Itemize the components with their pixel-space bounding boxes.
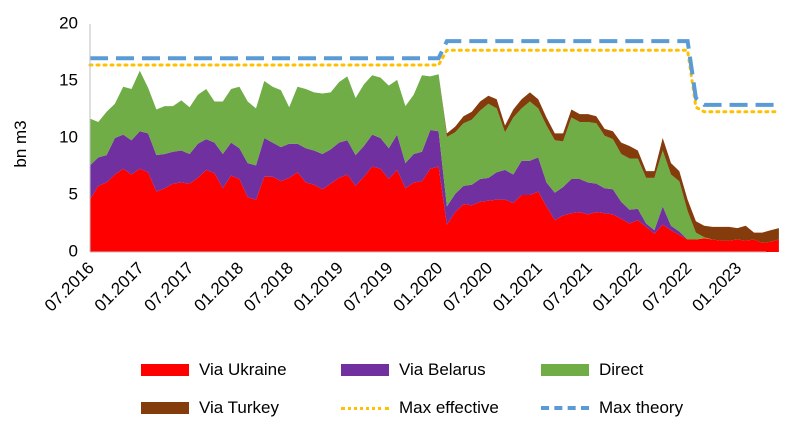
legend-item-via-ukraine: Via Ukraine [141,360,287,380]
legend-item-direct: Direct [541,360,643,380]
x-tick-label: 01.2018 [190,258,247,315]
legend-swatch [141,402,189,414]
y-tick-label: 5 [69,184,78,203]
legend-label: Via Belarus [399,360,486,379]
x-tick-label: 01.2022 [589,258,646,315]
y-tick-label: 0 [69,241,78,260]
legend-label: Via Ukraine [199,360,287,379]
legend-swatch [341,364,389,376]
legend-item-max-theory: Max theory [541,398,683,418]
x-tick-label: 01.2023 [688,258,745,315]
line-max-theory [90,39,779,107]
y-tick-label: 20 [59,13,78,32]
stacked-areas [90,70,779,252]
line-max-effective [88,48,781,114]
x-tick-label: 01.2019 [290,258,347,315]
axes [89,24,766,253]
x-tick-label: 07.2018 [240,258,297,315]
x-tick-label: 07.2019 [340,258,397,315]
y-axis-label: bn m3 [11,120,30,167]
legend-swatch [541,406,589,410]
x-tick-label: 07.2017 [141,258,198,315]
area-via-ukraine [90,166,779,252]
y-tick-labels: 0 5 10 15 20 [59,13,78,260]
x-tick-label: 01.2021 [489,258,546,315]
legend-item-via-turkey: Via Turkey [141,398,279,418]
y-tick-label: 10 [59,127,78,146]
legend-label: Via Turkey [199,398,280,417]
x-tick-label: 07.2016 [41,258,98,315]
legend-swatch [341,406,389,410]
legend-item-max-effective: Max effective [341,398,499,418]
x-tick-label: 07.2022 [639,258,696,315]
x-tick-label: 07.2020 [439,258,496,315]
y-tick-label: 15 [59,70,78,89]
legend-swatch [141,364,189,376]
x-tick-labels: 07.201601.201707.201701.201807.201801.20… [41,258,745,315]
legend-label: Max effective [399,398,499,417]
x-tick-label: 01.2020 [390,258,447,315]
area-via-belarus [90,130,779,243]
legend-swatch [541,364,589,376]
legend-label: Max theory [599,398,684,417]
area-direct [90,70,779,243]
capacity-lines [88,39,781,114]
x-tick-label: 07.2021 [539,258,596,315]
x-tick-label: 01.2017 [91,258,148,315]
legend-label: Direct [599,360,644,379]
legend-item-via-belarus: Via Belarus [341,360,486,380]
